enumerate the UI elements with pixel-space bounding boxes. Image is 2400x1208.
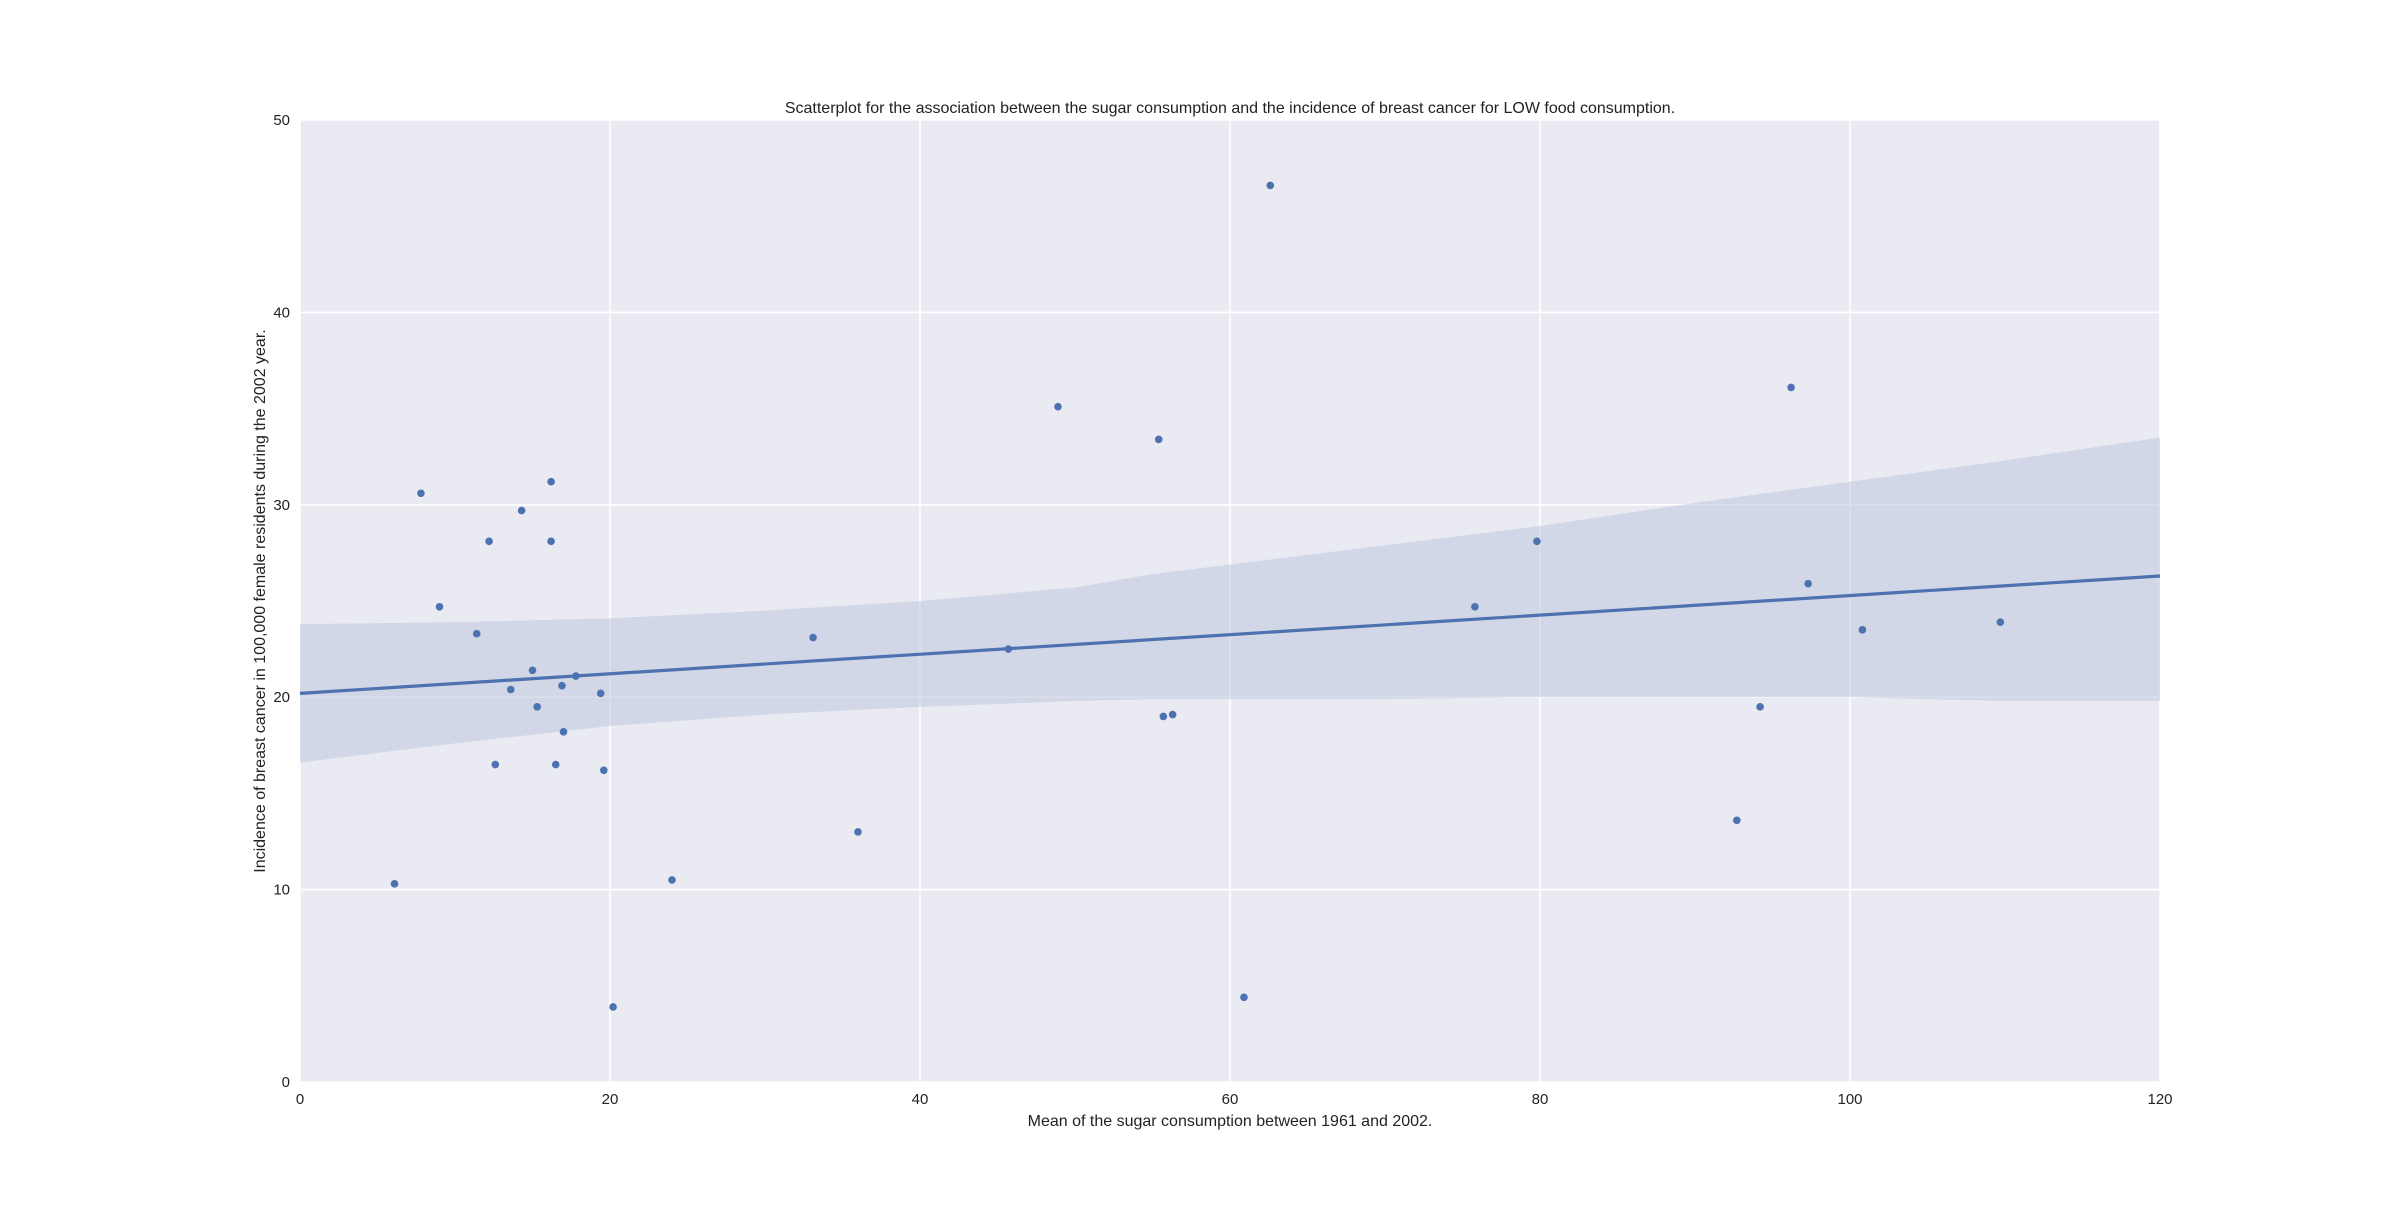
y-tick-label: 10	[273, 882, 290, 899]
x-tick-label: 20	[602, 1091, 619, 1108]
data-point	[507, 685, 515, 694]
data-point	[547, 537, 555, 546]
x-axis-label: Mean of the sugar consumption between 19…	[1028, 1113, 1433, 1130]
data-point	[1159, 712, 1168, 721]
x-tick-label: 100	[1837, 1091, 1862, 1108]
data-point	[1168, 710, 1177, 719]
data-point	[1266, 181, 1275, 190]
y-tick-label: 40	[273, 304, 290, 321]
data-point	[390, 880, 399, 888]
data-point	[485, 537, 493, 546]
data-point	[528, 666, 537, 675]
data-points-group	[390, 181, 2005, 1011]
y-axis-label: Incidence of breast cancer in 100,000 fe…	[252, 329, 269, 872]
x-tick-label: 40	[912, 1091, 929, 1108]
y-tick-label: 30	[273, 497, 290, 514]
regression-line-group	[299, 574, 2161, 695]
y-tick-labels: 0 10 20 30 40 50	[273, 112, 290, 1091]
data-point	[1787, 383, 1795, 392]
data-point	[1533, 537, 1541, 546]
x-tick-label: 80	[1532, 1091, 1549, 1108]
x-tick-label: 0	[296, 1091, 304, 1108]
data-point	[609, 1003, 617, 1011]
data-point	[854, 828, 862, 836]
data-point	[558, 681, 566, 690]
x-tick-labels: 0 20 40 60 80 100 120	[296, 1091, 2173, 1108]
data-point	[417, 489, 425, 498]
data-point	[517, 506, 526, 515]
data-point	[1471, 602, 1479, 611]
confidence-band-group	[300, 437, 2160, 763]
data-point	[572, 672, 580, 680]
y-tick-label: 20	[273, 689, 290, 706]
data-point	[1154, 435, 1163, 444]
data-point	[1756, 703, 1764, 711]
confidence-band	[300, 437, 2160, 763]
data-point	[1858, 626, 1867, 634]
data-point	[1240, 993, 1248, 1002]
data-point	[551, 760, 560, 769]
data-point	[491, 760, 500, 769]
data-point	[435, 602, 444, 611]
y-tick-label: 0	[282, 1074, 290, 1091]
data-point	[1804, 579, 1812, 588]
y-tick-label: 50	[273, 112, 290, 129]
data-point	[1996, 618, 2005, 626]
data-point	[1733, 816, 1741, 825]
chart-title: Scatterplot for the association between …	[785, 100, 1675, 117]
data-point	[668, 876, 676, 884]
data-point	[559, 728, 568, 736]
data-point	[809, 633, 817, 642]
data-point	[600, 766, 608, 775]
data-point	[533, 703, 541, 711]
regression-line	[299, 574, 2161, 695]
x-tick-label: 60	[1222, 1091, 1239, 1108]
data-point	[1004, 645, 1013, 653]
data-point	[596, 689, 605, 698]
data-point	[547, 477, 555, 486]
data-point	[1054, 402, 1062, 411]
x-tick-label: 120	[2147, 1091, 2172, 1108]
data-point	[472, 629, 481, 638]
